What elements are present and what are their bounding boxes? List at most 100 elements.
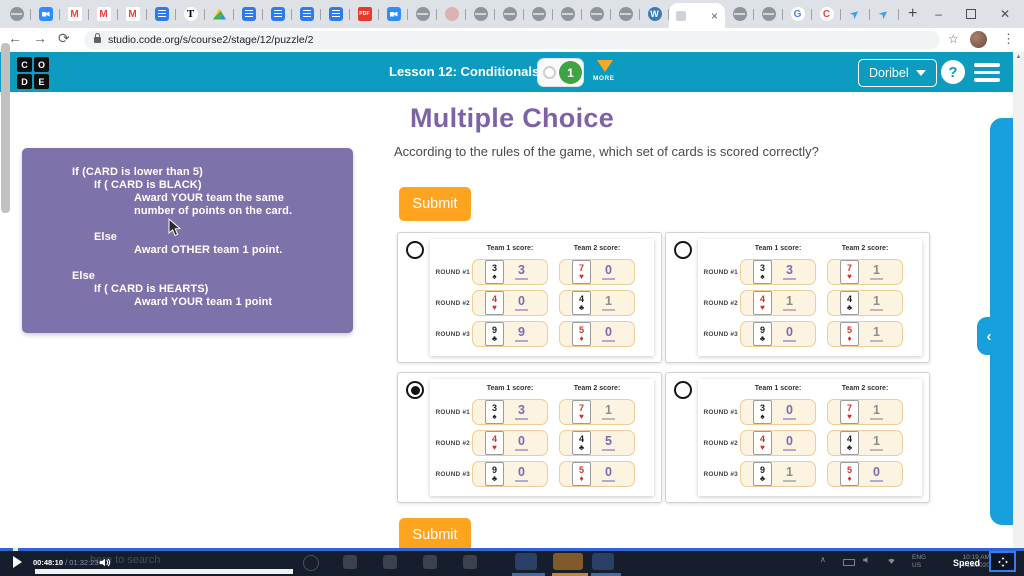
browser-tab[interactable]: [321, 0, 350, 28]
radio-option-d[interactable]: [674, 381, 692, 399]
help-button[interactable]: ?: [941, 60, 965, 84]
answer-option-a[interactable]: Team 1 score: Team 2 score: ROUND #1 3 ♠…: [397, 232, 662, 363]
browser-tab[interactable]: [234, 0, 263, 28]
browser-tab[interactable]: [89, 0, 118, 28]
volume-icon[interactable]: [98, 556, 111, 569]
browser-tab[interactable]: [466, 0, 495, 28]
suit-icon: ♥: [492, 302, 497, 312]
browser-tab[interactable]: [437, 0, 466, 28]
tray-date: 4/13/2020: [961, 561, 990, 569]
address-bar[interactable]: studio.code.org/s/course2/stage/12/puzzl…: [84, 31, 940, 49]
browser-tab[interactable]: [292, 0, 321, 28]
browser-tab[interactable]: [60, 0, 89, 28]
more-label[interactable]: MORE: [593, 75, 615, 82]
answer-option-b[interactable]: Team 1 score: Team 2 score: ROUND #1 3 ♠…: [665, 232, 930, 363]
browser-tab[interactable]: [640, 0, 669, 28]
answer-option-c[interactable]: Team 1 score: Team 2 score: ROUND #1 3 ♠…: [397, 372, 662, 503]
browser-tab[interactable]: [495, 0, 524, 28]
browser-tab[interactable]: [350, 0, 379, 28]
browser-tab[interactable]: [582, 0, 611, 28]
hamburger-menu-icon[interactable]: [974, 63, 1000, 82]
close-button[interactable]: ✕: [999, 7, 1010, 21]
speed-label[interactable]: Speed: [952, 558, 980, 568]
submit-button-bottom[interactable]: Submit: [399, 518, 471, 552]
browser-tab[interactable]: [611, 0, 640, 28]
browser-tab[interactable]: [263, 0, 292, 28]
cortana-icon[interactable]: [303, 555, 319, 571]
play-icon[interactable]: [13, 556, 22, 568]
new-tab-button[interactable]: +: [908, 5, 918, 22]
playing-card: 5 ♦: [840, 462, 859, 486]
browser-tab[interactable]: [205, 0, 234, 28]
battery-icon[interactable]: [843, 559, 855, 566]
browser-tab[interactable]: [841, 0, 870, 28]
store-icon[interactable]: [463, 555, 477, 569]
browser-tab[interactable]: [118, 0, 147, 28]
collapsed-side-panel[interactable]: [990, 118, 1013, 525]
clock[interactable]: 10:19 AM 4/13/2020: [938, 554, 990, 569]
progress-pill[interactable]: 1: [537, 58, 584, 87]
scorecard: Team 1 score: Team 2 score: ROUND #1 3 ♠…: [698, 379, 922, 496]
browser-tab[interactable]: [754, 0, 783, 28]
round-label: ROUND #2: [703, 439, 738, 447]
back-icon[interactable]: ←: [8, 30, 22, 46]
suit-icon: ♠: [492, 411, 497, 421]
browser-tab[interactable]: [812, 0, 841, 28]
tray-chevron-icon[interactable]: ∧: [820, 555, 826, 564]
file-explorer-icon[interactable]: [423, 555, 437, 569]
more-chevron-icon[interactable]: [597, 60, 613, 72]
browser-tab[interactable]: [524, 0, 553, 28]
browser-tab[interactable]: [553, 0, 582, 28]
reload-icon[interactable]: ⟳: [58, 30, 70, 46]
wifi-icon[interactable]: [886, 555, 897, 568]
panel-collapse-chevron-icon[interactable]: ‹: [977, 317, 1001, 355]
profile-avatar[interactable]: [970, 31, 987, 48]
browser-tab[interactable]: [870, 0, 899, 28]
tray-volume-icon[interactable]: [862, 555, 872, 567]
windows-search-box[interactable]: [35, 569, 293, 574]
scroll-up-icon[interactable]: ▲: [1015, 54, 1022, 60]
taskbar-app-icon[interactable]: [515, 553, 537, 570]
score-underline: [515, 449, 528, 452]
code-org-logo[interactable]: C O D E: [17, 57, 49, 89]
browser-tab[interactable]: [31, 0, 60, 28]
task-view-icon[interactable]: [343, 555, 357, 569]
folder-app-icon[interactable]: [553, 553, 583, 570]
browser-tab[interactable]: [783, 0, 812, 28]
minimize-button[interactable]: –: [935, 7, 942, 21]
answer-option-d[interactable]: Team 1 score: Team 2 score: ROUND #1 3 ♠…: [665, 372, 930, 503]
taskbar-app-icon[interactable]: [592, 553, 614, 570]
progress-dot[interactable]: [543, 66, 556, 79]
score-value: 1: [786, 293, 793, 308]
browser-tab[interactable]: [408, 0, 437, 28]
page-scrollbar[interactable]: ▲: [1013, 52, 1024, 548]
edge-icon[interactable]: [383, 555, 397, 569]
radio-option-b[interactable]: [674, 241, 692, 259]
browser-tab[interactable]: [2, 0, 31, 28]
fullscreen-button[interactable]: [989, 551, 1016, 572]
active-tab[interactable]: ×: [669, 3, 725, 28]
radio-option-c[interactable]: [406, 381, 424, 399]
forward-icon[interactable]: →: [33, 30, 47, 46]
radio-option-a[interactable]: [406, 241, 424, 259]
round-row: ROUND #3 9 ♣ 9 5: [430, 321, 654, 347]
browser-tab[interactable]: [147, 0, 176, 28]
video-progress-bar[interactable]: [0, 548, 1024, 551]
browser-tab[interactable]: [725, 0, 754, 28]
tab-favicon: [732, 7, 747, 21]
team1-cell: 4 ♥ 0: [472, 290, 548, 316]
url-text[interactable]: studio.code.org/s/course2/stage/12/puzzl…: [108, 34, 314, 46]
scrollbar-thumb[interactable]: [1, 43, 10, 213]
browser-tab[interactable]: [379, 0, 408, 28]
maximize-button[interactable]: [965, 9, 976, 19]
puzzle-bubble[interactable]: 1: [559, 61, 582, 84]
language-indicator[interactable]: ENG US: [912, 554, 927, 569]
submit-button-top[interactable]: Submit: [399, 187, 471, 221]
tab-close-icon[interactable]: ×: [710, 8, 718, 23]
code-line: number of points on the card.: [134, 205, 293, 217]
browser-tab[interactable]: [176, 0, 205, 28]
bookmark-star-icon[interactable]: ☆: [948, 32, 959, 46]
browser-menu-icon[interactable]: ⋮: [1002, 31, 1015, 46]
user-dropdown-button[interactable]: Doribel: [858, 59, 937, 87]
round-row: ROUND #3 9 ♣ 0 5: [698, 321, 922, 347]
